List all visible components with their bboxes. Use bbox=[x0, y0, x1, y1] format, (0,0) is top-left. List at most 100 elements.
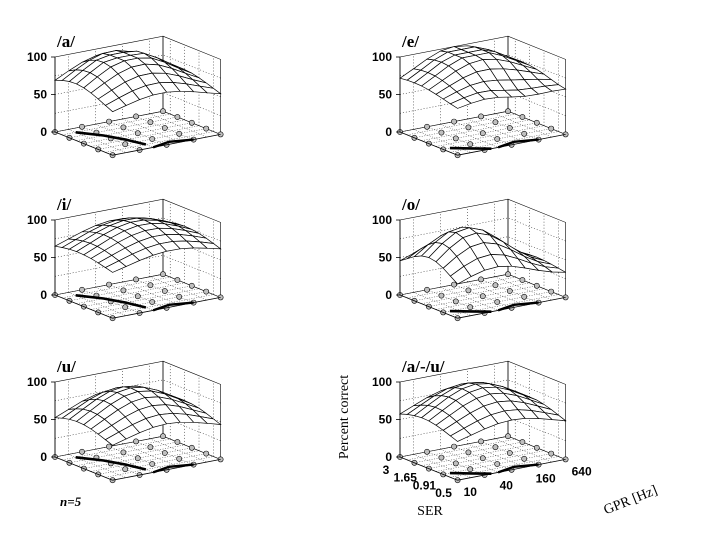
floor-gridline bbox=[76, 282, 185, 304]
gpr-tick-label: 10 bbox=[464, 485, 478, 499]
floor-gridline bbox=[426, 451, 485, 476]
floor-contour bbox=[152, 463, 194, 474]
floor-gridline bbox=[62, 438, 171, 461]
grid-marker bbox=[174, 114, 181, 120]
grid-marker bbox=[479, 293, 486, 300]
z-tick-label: 0 bbox=[385, 288, 392, 302]
floor-gridline bbox=[399, 274, 509, 296]
panel-title: /u/ bbox=[56, 357, 76, 376]
grid-marker bbox=[147, 119, 154, 126]
floor-gridline bbox=[414, 441, 523, 463]
floor-gridline bbox=[135, 441, 194, 465]
floor-contour bbox=[449, 471, 492, 475]
floor-gridline bbox=[480, 441, 539, 465]
floor-gridline bbox=[122, 443, 181, 468]
grid-marker bbox=[467, 466, 474, 473]
grid-marker bbox=[122, 141, 129, 148]
floor-gridline bbox=[467, 443, 526, 468]
grid-marker bbox=[134, 455, 141, 462]
grid-marker bbox=[122, 466, 129, 473]
grid-marker bbox=[161, 125, 168, 131]
grid-marker bbox=[160, 108, 166, 115]
floor-gridline bbox=[149, 276, 208, 301]
grid-marker bbox=[438, 292, 445, 299]
floor-gridline bbox=[149, 113, 208, 138]
ser-tick-label: 1.65 bbox=[394, 471, 418, 485]
floor-gridline bbox=[95, 124, 154, 148]
grid-marker bbox=[133, 438, 139, 445]
grid-marker bbox=[451, 281, 457, 288]
grid-marker bbox=[149, 461, 156, 467]
floor-gridline bbox=[443, 128, 552, 150]
surface-panel: 0 50 100/i/ bbox=[27, 195, 224, 322]
grid-marker bbox=[548, 288, 555, 295]
floor-gridline bbox=[149, 438, 208, 463]
surface-facet bbox=[104, 431, 127, 446]
grid-marker bbox=[506, 450, 513, 456]
gpr-tick-label: 160 bbox=[536, 471, 556, 485]
floor-gridline bbox=[413, 129, 472, 153]
floor-gridline bbox=[62, 276, 171, 299]
wall-back bbox=[507, 360, 566, 460]
grid-marker bbox=[478, 113, 484, 120]
floor-gridline bbox=[480, 116, 539, 140]
sample-size-label: n=5 bbox=[60, 494, 82, 509]
floor-gridline bbox=[62, 113, 171, 136]
z-tick-label: 50 bbox=[379, 251, 393, 265]
floor-gridline bbox=[435, 450, 545, 472]
grid-marker bbox=[424, 448, 430, 455]
floor-contour bbox=[75, 131, 147, 146]
gpr-tick-label: 40 bbox=[500, 478, 514, 492]
floor-gridline bbox=[414, 279, 523, 301]
floor-edge bbox=[399, 131, 458, 156]
floor-gridline bbox=[83, 285, 192, 307]
wall-gridline bbox=[54, 379, 221, 404]
floor-gridline bbox=[108, 121, 167, 145]
z-tick-label: 0 bbox=[40, 450, 47, 464]
ser-tick-label: 0.5 bbox=[435, 486, 452, 500]
floor-gridline bbox=[413, 454, 472, 478]
z-tick-label: 50 bbox=[34, 88, 48, 102]
grid-marker bbox=[120, 449, 127, 456]
floor-gridline bbox=[440, 287, 499, 311]
floor-edge bbox=[54, 131, 113, 156]
grid-marker bbox=[203, 450, 210, 457]
floor-gridline bbox=[421, 444, 530, 466]
floor-gridline bbox=[95, 449, 154, 473]
z-tick-label: 0 bbox=[385, 125, 392, 139]
floor-gridline bbox=[162, 274, 221, 298]
floor-gridline bbox=[428, 122, 537, 144]
grid-marker bbox=[438, 454, 445, 461]
grid-marker bbox=[548, 450, 555, 457]
grid-marker bbox=[492, 444, 499, 451]
floor-gridline bbox=[162, 436, 221, 460]
floor-edge bbox=[457, 134, 566, 156]
grid-marker bbox=[203, 125, 210, 132]
wall-back bbox=[507, 198, 566, 298]
wall-gridline bbox=[399, 255, 566, 279]
floor-gridline bbox=[105, 131, 214, 153]
floor-contour bbox=[449, 309, 492, 313]
grid-marker bbox=[79, 123, 85, 130]
grid-marker bbox=[548, 125, 555, 132]
floor-edge bbox=[112, 297, 221, 319]
grid-marker bbox=[465, 449, 472, 456]
floor-gridline bbox=[426, 126, 485, 151]
z-tick-label: 0 bbox=[385, 450, 392, 464]
floor-edge bbox=[54, 456, 113, 481]
z-axis-label: Percent correct bbox=[337, 375, 352, 459]
grid-marker bbox=[149, 136, 156, 142]
surface-facet bbox=[104, 97, 127, 113]
surface-panel: 0 50 100/a/ bbox=[27, 32, 224, 159]
floor-edge bbox=[457, 459, 566, 481]
z-tick-label: 0 bbox=[40, 125, 47, 139]
floor-gridline bbox=[162, 111, 221, 135]
grid-marker bbox=[149, 299, 156, 305]
floor-gridline bbox=[494, 276, 553, 301]
wall-gridline bbox=[54, 255, 221, 279]
floor-contour bbox=[152, 138, 194, 149]
grid-marker bbox=[506, 288, 513, 294]
grid-marker bbox=[147, 282, 154, 289]
floor-gridline bbox=[122, 281, 181, 306]
grid-marker bbox=[451, 118, 457, 125]
